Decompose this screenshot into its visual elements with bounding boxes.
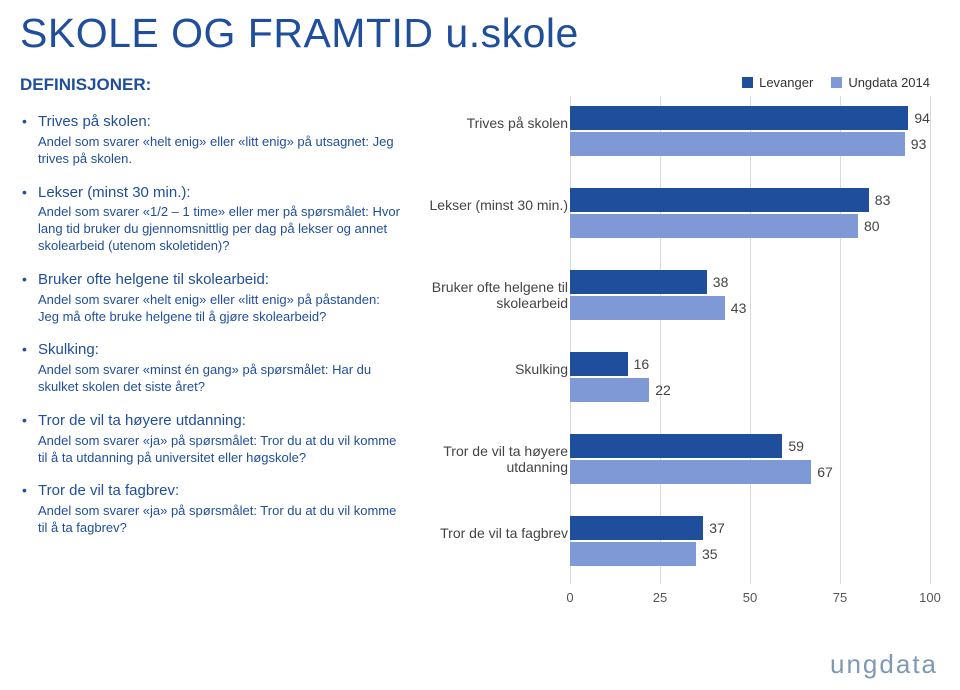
bar-value-label: 37 [709,516,725,540]
definition-term: Skulking: [38,341,402,360]
bar-value-label: 59 [788,434,804,458]
grid-line [840,96,841,584]
definitions-header: DEFINISJONER: [20,75,402,95]
definition-term: Tror de vil ta fagbrev: [38,482,402,501]
bar [570,296,725,320]
x-axis-tick: 25 [653,590,667,648]
bar-value-label: 83 [875,188,891,212]
definition-term: Tror de vil ta høyere utdanning: [38,412,402,431]
category-label: Skulking [424,361,568,377]
bar-value-label: 16 [634,352,650,376]
two-column-layout: DEFINISJONER: Trives på skolen: Andel som… [20,75,940,648]
bar [570,542,696,566]
definition-body: Andel som svarer «minst én gang» på spør… [38,362,371,394]
grid-line [570,96,571,584]
definition-term: Bruker ofte helgene til skolearbeid: [38,271,402,290]
x-axis-tick: 0 [566,590,573,648]
bar [570,516,703,540]
bar [570,434,782,458]
bar-value-label: 94 [914,106,930,130]
definition-item: Skulking: Andel som svarer «minst én gang… [20,341,402,396]
legend-label-levanger: Levanger [759,75,813,90]
grid-line [930,96,931,584]
definition-body: Andel som svarer «helt enig» eller «litt… [38,292,380,324]
bar [570,106,908,130]
bar-value-label: 35 [702,542,718,566]
definition-item: Tror de vil ta høyere utdanning: Andel so… [20,412,402,467]
bar [570,378,649,402]
definition-item: Trives på skolen: Andel som svarer «helt … [20,113,402,168]
definition-item: Tror de vil ta fagbrev: Andel som svarer … [20,482,402,537]
chart-legend: Levanger Ungdata 2014 [420,75,930,90]
definition-term: Trives på skolen: [38,113,402,132]
category-label: Tror de vil ta fagbrev [424,525,568,541]
bar [570,352,628,376]
legend-label-ungdata: Ungdata 2014 [848,75,930,90]
definition-body: Andel som svarer «helt enig» eller «litt… [38,134,394,166]
category-label: Tror de vil ta høyere utdanning [424,443,568,475]
x-axis-tick: 50 [743,590,757,648]
category-label: Lekser (minst 30 min.) [424,197,568,213]
bar-chart: 0 25 50 75 100 Trives på skolen 9493 Lekser (mi… [420,96,940,648]
bar-value-label: 67 [817,460,833,484]
definition-body: Andel som svarer «ja» på spørsmålet: Tro… [38,503,396,535]
grid-line [660,96,661,584]
bar-value-label: 38 [713,270,729,294]
definition-term: Lekser (minst 30 min.): [38,184,402,203]
bar [570,132,905,156]
bar [570,188,869,212]
definition-body: Andel som svarer «ja» på spørsmålet: Tro… [38,433,396,465]
x-axis-tick: 75 [833,590,847,648]
definition-body: Andel som svarer «1/2 – 1 time» eller me… [38,204,400,253]
grid-line [750,96,751,584]
definition-item: Lekser (minst 30 min.):Andel som svarer … [20,184,402,255]
category-label: Trives på skolen [424,115,568,131]
legend-item-levanger: Levanger [742,75,813,90]
bar-value-label: 93 [911,132,927,156]
definition-item: Bruker ofte helgene til skolearbeid: Ande… [20,271,402,326]
bar-value-label: 80 [864,214,880,238]
legend-item-ungdata: Ungdata 2014 [831,75,930,90]
legend-swatch-levanger [742,77,753,88]
x-axis-tick: 100 [919,590,941,648]
bar [570,270,707,294]
bar [570,214,858,238]
logo-text: ungdata [830,649,938,679]
page-title: SKOLE OG FRAMTID u.skole [20,10,940,57]
definitions-list: Trives på skolen: Andel som svarer «helt … [20,113,402,537]
category-label: Bruker ofte helgene til skolearbeid [424,279,568,311]
bar-value-label: 43 [731,296,747,320]
page-root: SKOLE OG FRAMTID u.skole DEFINISJONER: T… [0,0,960,690]
bar-value-label: 22 [655,378,671,402]
legend-swatch-ungdata [831,77,842,88]
chart-panel: Levanger Ungdata 2014 0 25 50 75 100 Trives p… [420,75,940,648]
bar [570,460,811,484]
ungdata-logo: ungdata [830,649,938,680]
definitions-panel: DEFINISJONER: Trives på skolen: Andel som… [20,75,402,648]
